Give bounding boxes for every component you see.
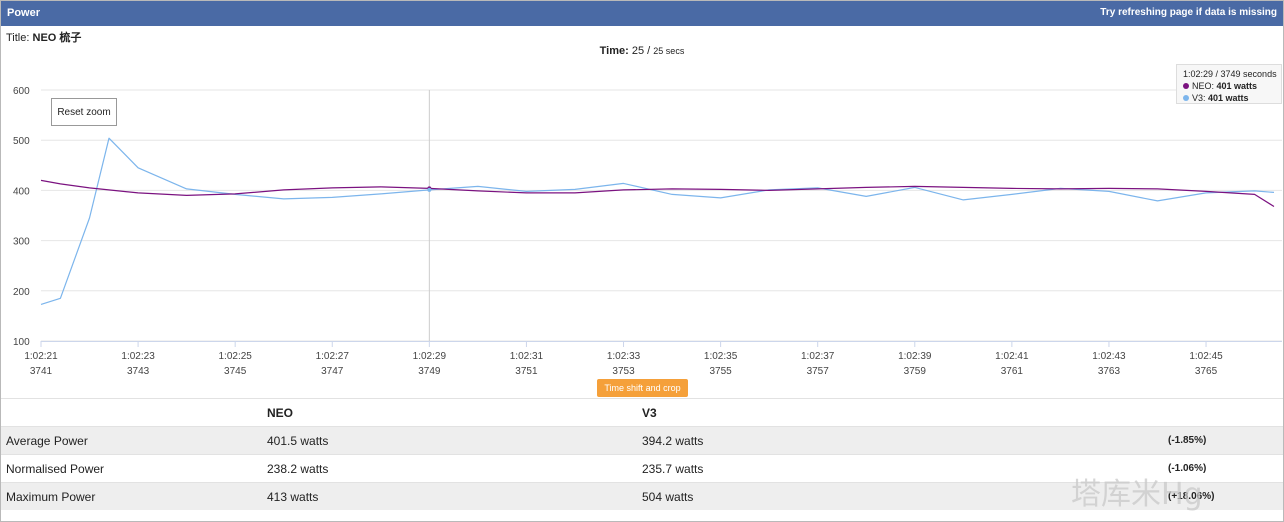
activity-title-value: NEO 梳子	[32, 32, 82, 44]
x-tick-seconds-label: 3749	[418, 366, 441, 377]
x-tick-time-label: 1:02:37	[801, 351, 835, 362]
x-tick-seconds-label: 3757	[807, 366, 830, 377]
hover-point-v3	[427, 187, 432, 192]
panel-header: Power Try refreshing page if data is mis…	[1, 1, 1283, 26]
comparison-table: NEO V3 Average Power 401.5 watts 394.2 w…	[1, 398, 1283, 510]
x-tick-time-label: 1:02:39	[898, 351, 932, 362]
metric-label: Normalised Power	[1, 454, 261, 483]
time-shift-crop-button[interactable]: Time shift and crop	[597, 379, 688, 397]
tooltip-time: 1:02:29 / 3749 seconds	[1183, 69, 1277, 79]
series-line-neo	[40, 179, 1275, 208]
tooltip-neo-value: 401 watts	[1216, 81, 1258, 91]
diff-value: (+18.06%)	[1168, 482, 1283, 510]
metric-label: Average Power	[1, 426, 261, 455]
x-tick-seconds-label: 3755	[709, 366, 732, 377]
neo-value: 413 watts	[261, 482, 636, 510]
time-separator: /	[647, 45, 651, 57]
table-header-neo: NEO	[261, 398, 636, 427]
neo-series-marker	[1183, 83, 1189, 89]
tooltip-v3-label: V3:	[1192, 93, 1206, 103]
v3-series-marker	[1183, 95, 1189, 101]
table-header-diff	[1168, 398, 1283, 427]
x-tick-time-label: 1:02:27	[316, 351, 350, 362]
time-readout: Time: 25 / 25 secs	[1, 45, 1283, 57]
x-tick-time-label: 1:02:23	[121, 351, 155, 362]
x-tick-seconds-label: 3763	[1098, 366, 1121, 377]
diff-value: (-1.85%)	[1168, 426, 1283, 455]
tooltip-v3-value: 401 watts	[1208, 93, 1249, 103]
x-tick-seconds-label: 3747	[321, 366, 344, 377]
watermark: 塔库米Hg	[1071, 477, 1203, 512]
reset-zoom-button[interactable]: Reset zoom	[51, 98, 117, 126]
x-tick-time-label: 1:02:35	[704, 351, 738, 362]
neo-value: 401.5 watts	[261, 426, 636, 455]
x-tick-seconds-label: 3753	[612, 366, 635, 377]
time-label: Time:	[599, 45, 629, 57]
refresh-hint: Try refreshing page if data is missing	[1100, 7, 1277, 18]
x-tick-seconds-label: 3761	[1001, 366, 1024, 377]
tooltip-item-neo: NEO: 401 watts	[1183, 80, 1281, 92]
x-tick-time-label: 1:02:41	[995, 351, 1029, 362]
x-tick-time-label: 1:02:31	[510, 351, 544, 362]
table-header-blank	[1, 398, 261, 427]
v3-value: 235.7 watts	[636, 454, 1168, 483]
series-line-v3	[40, 137, 1275, 305]
x-tick-seconds-label: 3765	[1195, 366, 1218, 377]
table-header-v3: V3	[636, 398, 1168, 427]
tooltip-neo-label: NEO:	[1192, 81, 1215, 91]
x-tick-time-label: 1:02:29	[413, 351, 447, 362]
y-tick-label: 300	[13, 237, 30, 248]
time-current: 25	[631, 45, 645, 57]
y-tick-label: 400	[13, 186, 30, 197]
x-tick-time-label: 1:02:45	[1189, 351, 1223, 362]
table-row: Maximum Power 413 watts 504 watts (+18.0…	[1, 482, 1283, 510]
v3-value: 504 watts	[636, 482, 1168, 510]
table-row: Average Power 401.5 watts 394.2 watts (-…	[1, 426, 1283, 455]
x-tick-time-label: 1:02:25	[218, 351, 252, 362]
time-total: 25 secs	[653, 46, 685, 56]
panel-title: Power	[7, 7, 41, 19]
x-tick-time-label: 1:02:21	[24, 351, 58, 362]
y-tick-label: 600	[13, 86, 30, 97]
neo-value: 238.2 watts	[261, 454, 636, 483]
x-tick-seconds-label: 3741	[30, 366, 53, 377]
table-header-row: NEO V3	[1, 398, 1283, 427]
x-tick-seconds-label: 3743	[127, 366, 150, 377]
x-tick-seconds-label: 3759	[904, 366, 927, 377]
activity-title-label: Title:	[6, 32, 30, 44]
power-chart[interactable]: 600 500 400 300 200 100 1:02:21 3741 1:02:23 3743…	[1, 61, 1283, 379]
y-tick-label: 200	[13, 287, 30, 298]
chart-tooltip: 1:02:29 / 3749 seconds NEO: 401 watts V3…	[1176, 64, 1282, 104]
metric-label: Maximum Power	[1, 482, 261, 510]
tooltip-item-v3: V3: 401 watts	[1183, 92, 1281, 104]
table-row: Normalised Power 238.2 watts 235.7 watts…	[1, 454, 1283, 483]
activity-title: Title: NEO 梳子	[6, 29, 81, 45]
y-tick-label: 500	[13, 136, 30, 147]
x-tick-time-label: 1:02:43	[1092, 351, 1126, 362]
x-tick-seconds-label: 3745	[224, 366, 247, 377]
v3-value: 394.2 watts	[636, 426, 1168, 455]
x-tick-time-label: 1:02:33	[607, 351, 641, 362]
y-tick-label: 100	[13, 337, 30, 348]
diff-value: (-1.06%)	[1168, 454, 1283, 483]
x-tick-seconds-label: 3751	[515, 366, 538, 377]
